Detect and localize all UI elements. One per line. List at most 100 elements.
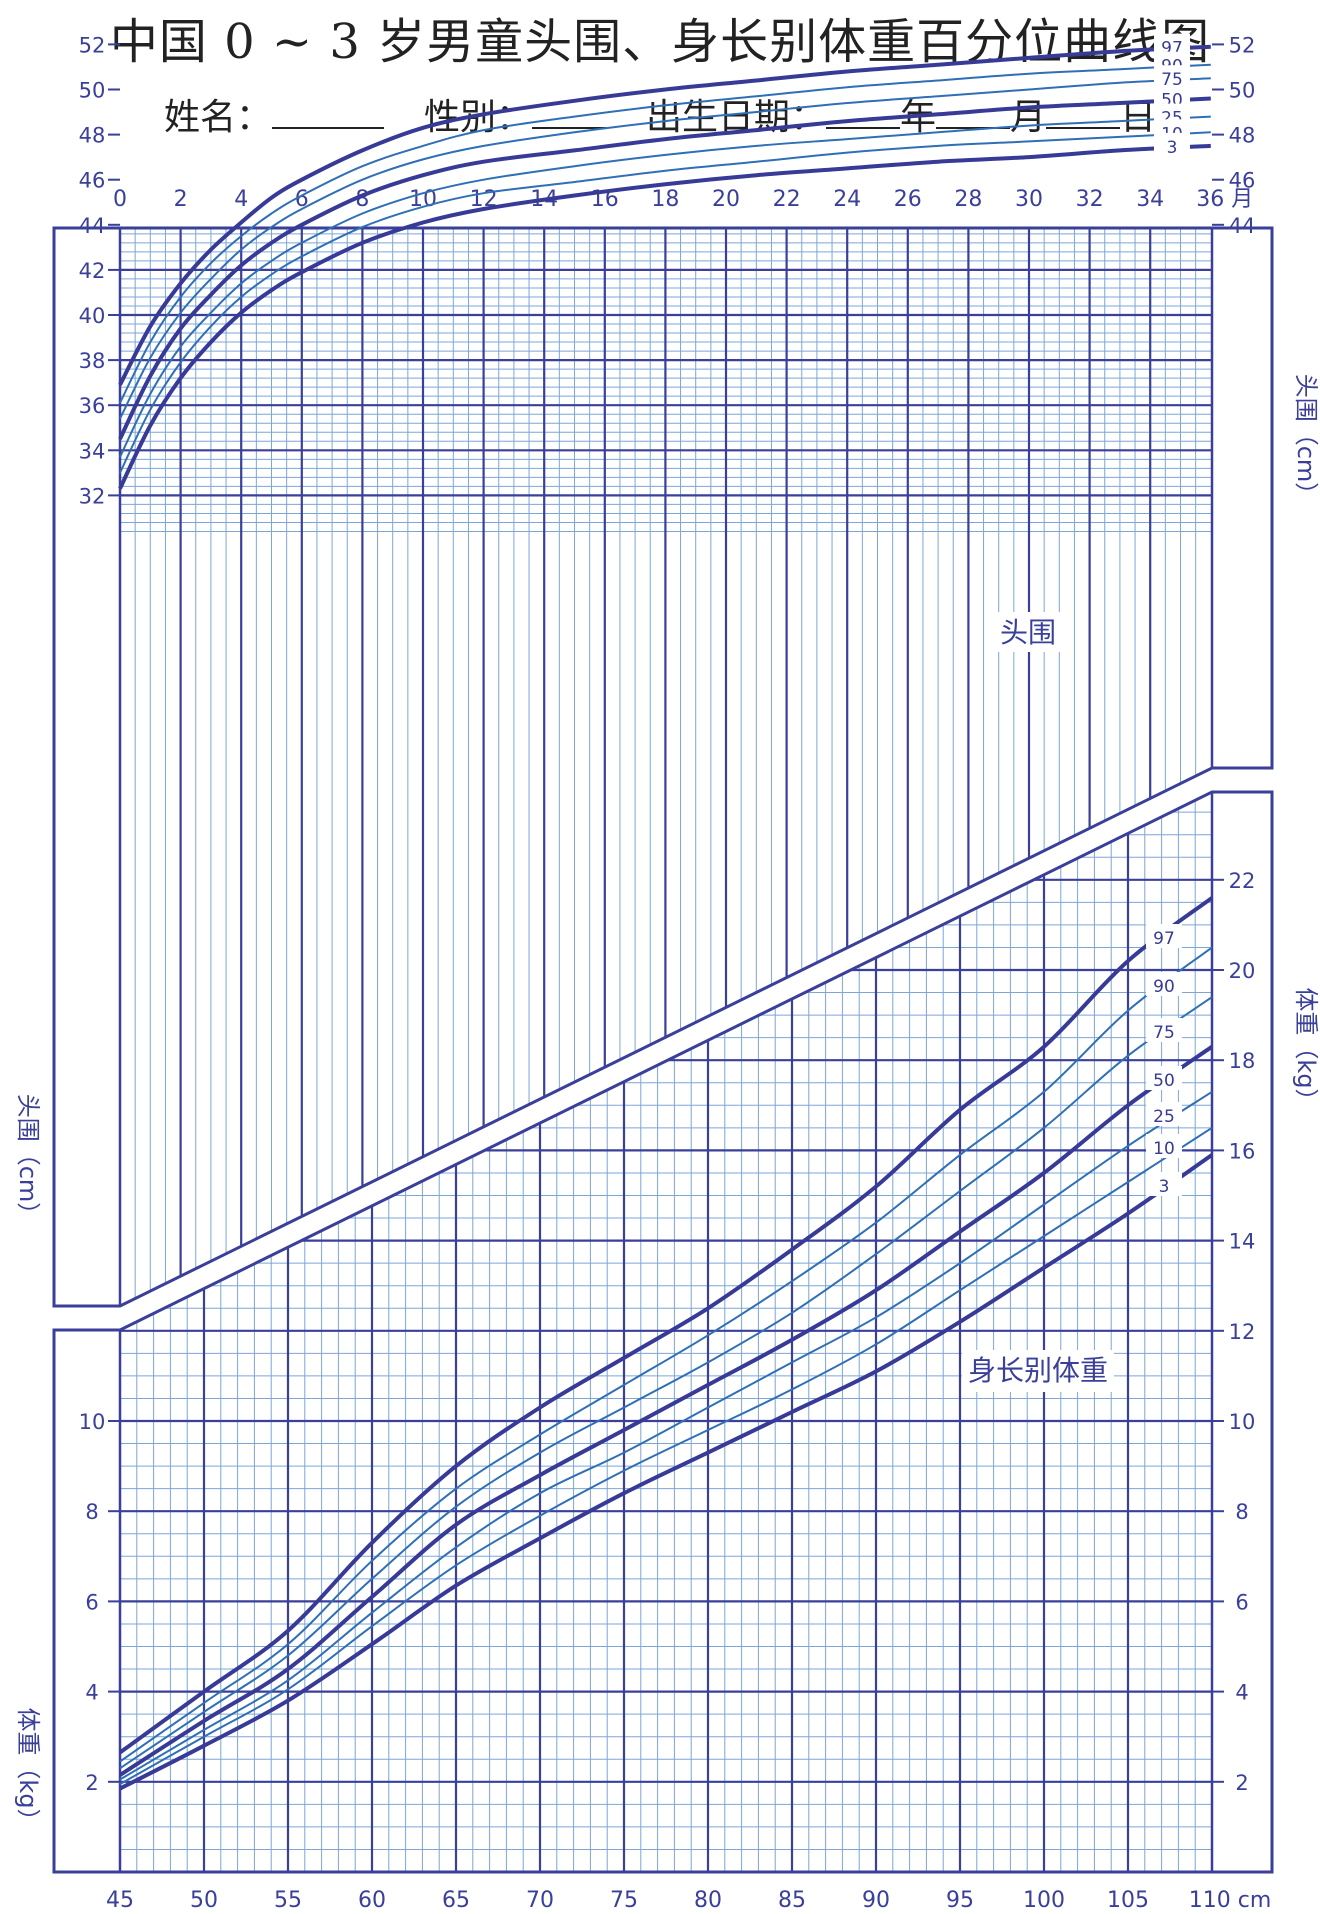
birth-month-field[interactable] bbox=[936, 93, 1011, 129]
head-curve-p75 bbox=[119, 77, 1211, 420]
weight-y-tick-label: 4 bbox=[85, 1681, 98, 1705]
weight-x-tick-label: 70 bbox=[526, 1888, 554, 1913]
head-x-tick-label: 36 月 bbox=[1196, 187, 1253, 212]
weight-curve-label-p97: 97 bbox=[1153, 929, 1175, 949]
weight-x-tick-label: 55 bbox=[274, 1888, 302, 1913]
head-x-tick-label: 34 bbox=[1136, 187, 1164, 212]
weight-curve-p90 bbox=[119, 946, 1213, 1763]
head-x-tick-label: 22 bbox=[773, 187, 801, 212]
weight-curve-label-p90: 90 bbox=[1153, 977, 1175, 997]
head-y-tick-label: 52 bbox=[79, 33, 106, 57]
head-y-right-tick-label: 52 bbox=[1229, 33, 1256, 57]
weight-x-tick-label: 60 bbox=[358, 1888, 386, 1913]
weight-x-tick-label: 110 cm bbox=[1189, 1888, 1272, 1913]
head-x-tick-label: 28 bbox=[954, 187, 982, 212]
weight-curve-label-bg bbox=[1146, 1134, 1182, 1158]
head-curve-p10 bbox=[119, 131, 1211, 474]
head-y-right-tick-label: 46 bbox=[1229, 169, 1256, 193]
weight-curve-p3 bbox=[119, 1153, 1214, 1791]
head-y-tick-label: 38 bbox=[79, 349, 106, 373]
head-chart-title: 头围 bbox=[1000, 616, 1056, 649]
weight-y-right-tick-label: 4 bbox=[1235, 1681, 1248, 1705]
head-x-tick-label: 20 bbox=[712, 187, 740, 212]
head-y-right-tick-label: 50 bbox=[1229, 79, 1256, 103]
weight-x-tick-label: 100 bbox=[1023, 1888, 1065, 1913]
weight-x-tick-label: 90 bbox=[862, 1888, 890, 1913]
weight-curve-label-p10: 10 bbox=[1153, 1139, 1175, 1159]
weight-curve-label-bg bbox=[1146, 972, 1182, 996]
weight-y-axis-label-left: 体重（kg） bbox=[14, 1707, 42, 1832]
weight-curve-label-p75: 75 bbox=[1153, 1023, 1175, 1043]
weight-curve-label-p25: 25 bbox=[1153, 1107, 1175, 1127]
head-x-tick-label: 26 bbox=[894, 187, 922, 212]
weight-curve-p50 bbox=[118, 1045, 1214, 1777]
weight-curve-p10 bbox=[119, 1126, 1213, 1785]
head-x-tick-label: 2 bbox=[174, 187, 188, 212]
weight-x-tick-label: 45 bbox=[106, 1888, 134, 1913]
weight-x-tick-label: 50 bbox=[190, 1888, 218, 1913]
name-field[interactable] bbox=[271, 93, 384, 129]
weight-curve-p75 bbox=[119, 996, 1213, 1770]
weight-curve-label-bg bbox=[1146, 1066, 1182, 1090]
weight-y-right-tick-label: 20 bbox=[1229, 959, 1256, 983]
head-y-tick-label: 44 bbox=[79, 214, 106, 238]
weight-y-right-tick-label: 2 bbox=[1235, 1771, 1248, 1795]
head-curve-p50 bbox=[118, 96, 1211, 440]
weight-y-right-tick-label: 22 bbox=[1229, 869, 1256, 893]
head-y-tick-label: 46 bbox=[79, 169, 106, 193]
head-x-tick-label: 30 bbox=[1015, 187, 1043, 212]
weight-x-tick-label: 75 bbox=[610, 1888, 638, 1913]
weight-x-tick-label: 80 bbox=[694, 1888, 722, 1913]
weight-curve-p97 bbox=[118, 896, 1214, 1755]
head-curve-label-bg bbox=[1154, 132, 1190, 157]
weight-chart-title: 身长别体重 bbox=[968, 1354, 1108, 1387]
weight-y-tick-label: 2 bbox=[85, 1771, 98, 1795]
weight-y-tick-label: 6 bbox=[85, 1590, 98, 1614]
head-x-tick-label: 0 bbox=[113, 187, 127, 212]
weight-curve-label-bg bbox=[1146, 1172, 1182, 1196]
page-title: 中国 0 ~ 3 岁男童头围、身长别体重百分位曲线图 bbox=[109, 14, 1211, 70]
month-label: 月 bbox=[1010, 97, 1047, 138]
birth-day-field[interactable] bbox=[1046, 93, 1121, 129]
weight-curve-label-bg bbox=[1146, 1102, 1182, 1126]
sex-field[interactable] bbox=[531, 93, 606, 129]
head-y-axis-label-left: 头围（cm） bbox=[14, 1094, 42, 1227]
weight-y-axis-label-right: 体重（kg） bbox=[1292, 987, 1320, 1112]
weight-y-right-tick-label: 14 bbox=[1229, 1230, 1256, 1254]
head-curve-p25 bbox=[119, 115, 1211, 458]
head-y-axis-label-right: 头围（cm） bbox=[1292, 374, 1320, 507]
weight-y-tick-label: 10 bbox=[79, 1410, 106, 1434]
head-curve-label-p75: 75 bbox=[1161, 70, 1183, 90]
weight-curve-label-bg bbox=[1146, 1018, 1182, 1042]
weight-curve-p25 bbox=[119, 1090, 1213, 1781]
weight-title-bg bbox=[962, 1350, 1114, 1392]
head-x-tick-label: 24 bbox=[833, 187, 861, 212]
weight-y-right-tick-label: 18 bbox=[1229, 1049, 1256, 1073]
head-y-tick-label: 36 bbox=[79, 394, 106, 418]
weight-y-right-tick-label: 16 bbox=[1229, 1139, 1256, 1163]
head-y-right-tick-label: 44 bbox=[1229, 214, 1256, 238]
weight-x-tick-label: 105 bbox=[1107, 1888, 1149, 1913]
head-curve-label-bg bbox=[1154, 65, 1190, 90]
head-y-tick-label: 48 bbox=[79, 124, 106, 148]
head-y-tick-label: 32 bbox=[79, 484, 106, 508]
weight-y-right-tick-label: 12 bbox=[1229, 1320, 1256, 1344]
weight-curve-label-bg bbox=[1146, 924, 1182, 948]
head-y-tick-label: 42 bbox=[79, 259, 106, 283]
head-curve-p90 bbox=[119, 63, 1211, 404]
weight-frame bbox=[52, 790, 1274, 1874]
birth-year-field[interactable] bbox=[826, 93, 900, 129]
weight-y-right-tick-label: 6 bbox=[1235, 1590, 1248, 1614]
head-y-tick-label: 40 bbox=[79, 304, 106, 328]
weight-curve-label-p50: 50 bbox=[1153, 1071, 1175, 1091]
weight-x-tick-label: 65 bbox=[442, 1888, 470, 1913]
head-curve-p3 bbox=[118, 143, 1211, 490]
weight-x-tick-label: 85 bbox=[778, 1888, 806, 1913]
head-y-right-tick-label: 48 bbox=[1229, 124, 1256, 148]
head-title-bg bbox=[990, 612, 1066, 652]
weight-y-tick-label: 8 bbox=[85, 1500, 98, 1524]
head-y-tick-label: 34 bbox=[79, 439, 106, 463]
head-curve-label-p3: 3 bbox=[1167, 138, 1178, 158]
name-label: 姓名： bbox=[163, 97, 272, 138]
weight-y-right-tick-label: 10 bbox=[1229, 1410, 1256, 1434]
